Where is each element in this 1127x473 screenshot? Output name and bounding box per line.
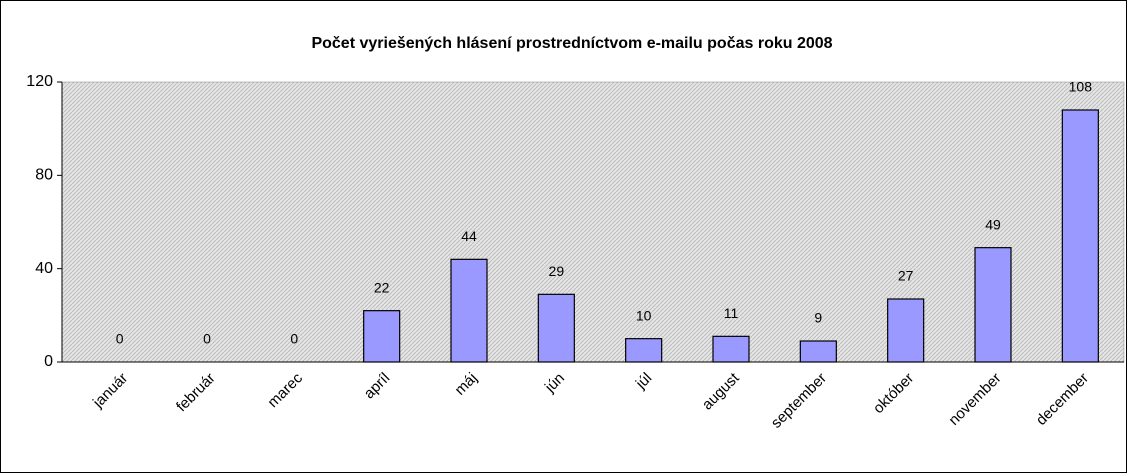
y-tick-label: 40 <box>35 260 53 277</box>
data-label: 44 <box>461 228 477 244</box>
data-label: 9 <box>814 310 822 326</box>
bar <box>799 340 837 363</box>
data-label: 29 <box>549 263 565 279</box>
data-label: 0 <box>116 331 124 347</box>
data-label: 0 <box>290 331 298 347</box>
data-label: 27 <box>898 268 914 284</box>
data-label: 22 <box>374 279 390 295</box>
data-label: 0 <box>203 331 211 347</box>
bar <box>363 310 401 363</box>
plot-area <box>61 81 1125 363</box>
bar <box>974 247 1012 363</box>
data-label: 11 <box>724 305 739 321</box>
bar <box>712 335 750 363</box>
bar <box>450 258 488 363</box>
y-tick-label: 80 <box>35 167 53 184</box>
data-label: 10 <box>636 307 652 323</box>
bar <box>537 293 575 363</box>
bar <box>887 298 925 363</box>
bar <box>1061 109 1099 363</box>
data-label: 108 <box>1069 79 1093 95</box>
bar <box>625 338 663 363</box>
y-tick-label: 0 <box>44 353 53 370</box>
y-tick-label: 120 <box>26 73 53 90</box>
chart-title: Počet vyriešených hlásení prostredníctvo… <box>311 35 832 52</box>
data-label: 49 <box>985 216 1001 232</box>
